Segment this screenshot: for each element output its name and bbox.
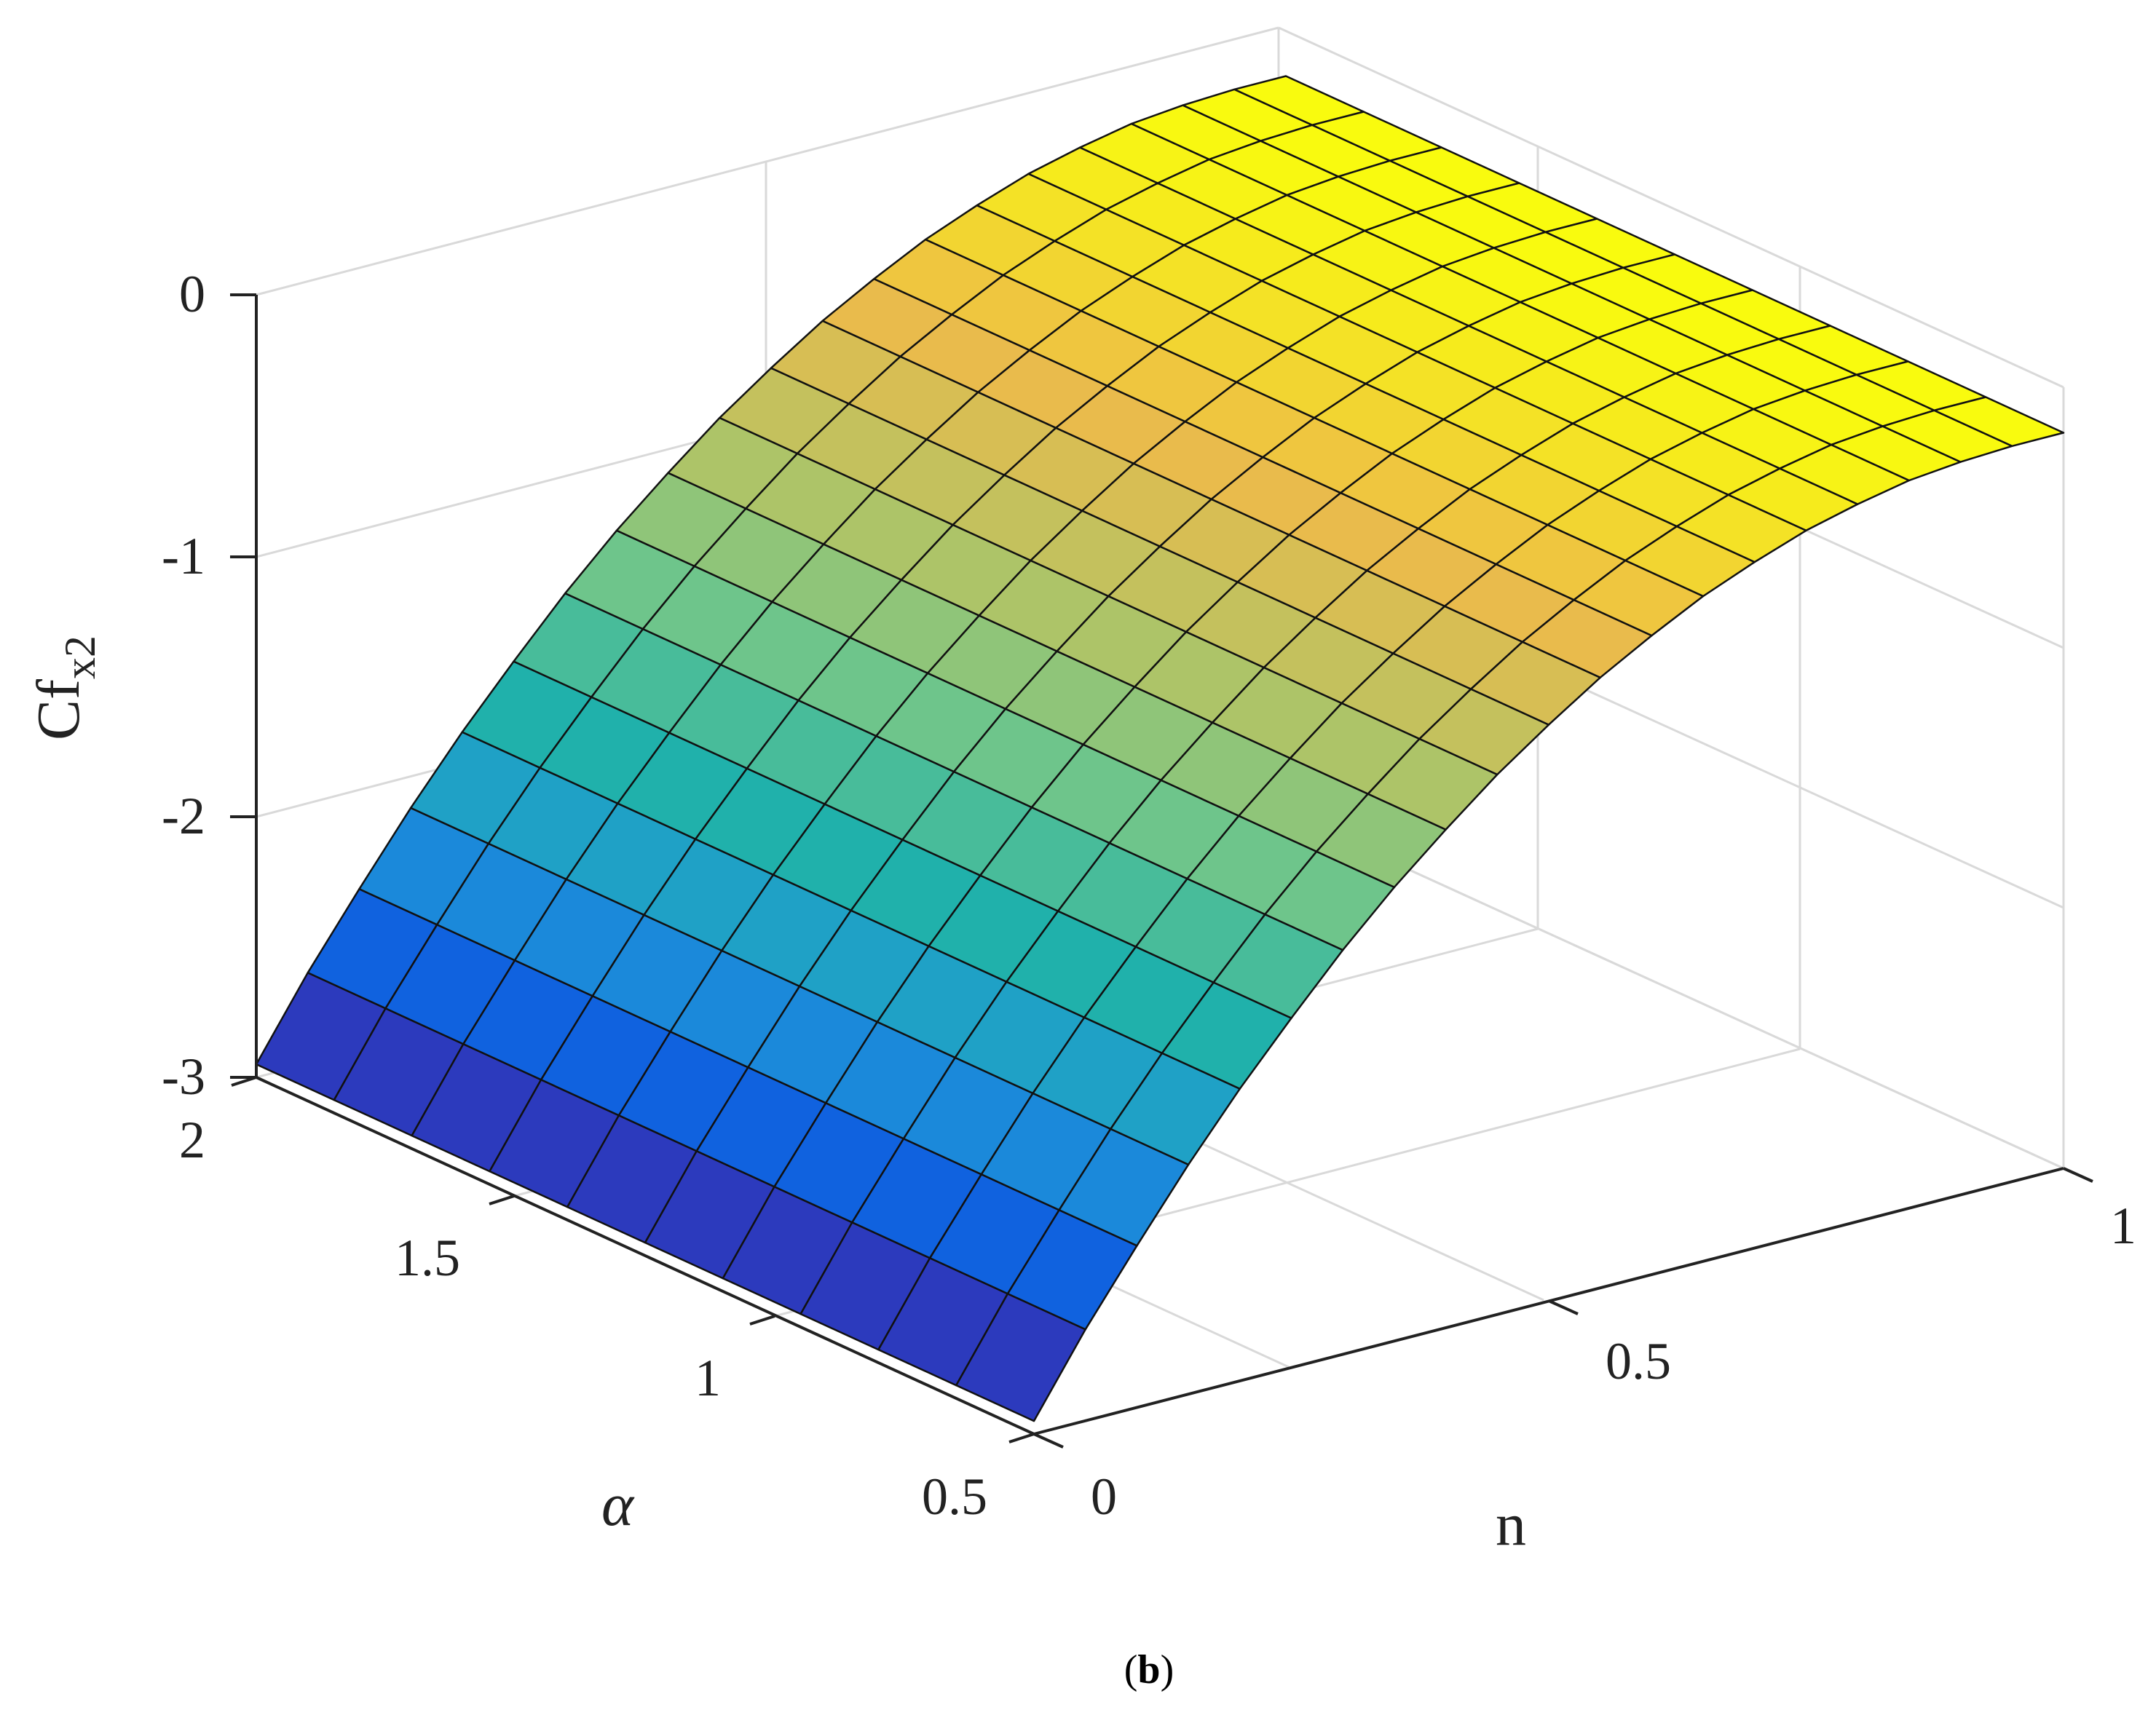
n-tick-label: 0.5 bbox=[1606, 1332, 1671, 1390]
alpha-tick-label: 0.5 bbox=[922, 1468, 987, 1526]
alpha-axis-label: α bbox=[601, 1471, 635, 1539]
figure-caption: (b) bbox=[1124, 1647, 1174, 1692]
n-axis-label: n bbox=[1496, 1491, 1526, 1558]
alpha-tick-mark bbox=[749, 1315, 775, 1326]
z-tick-label: -2 bbox=[162, 787, 205, 845]
z-tick-label: -1 bbox=[162, 527, 205, 585]
n-tick-mark bbox=[1548, 1299, 1579, 1315]
alpha-axis-line bbox=[256, 1076, 1035, 1435]
alpha-tick-mark bbox=[489, 1195, 515, 1205]
n-tick-label: 1 bbox=[2110, 1197, 2136, 1255]
z-tick-label: -3 bbox=[162, 1047, 205, 1106]
z-axis-label: Cfx2 bbox=[25, 635, 104, 740]
n-tick-mark bbox=[2063, 1167, 2093, 1183]
n-tick-mark bbox=[1033, 1433, 1064, 1449]
surface-mesh bbox=[255, 75, 2065, 1422]
axes bbox=[230, 293, 2093, 1449]
n-tick-label: 0 bbox=[1091, 1468, 1117, 1526]
alpha-tick-label: 1.5 bbox=[395, 1229, 460, 1287]
alpha-tick-mark bbox=[231, 1076, 257, 1087]
alpha-tick-label: 2 bbox=[179, 1111, 205, 1169]
grid-line bbox=[256, 26, 1279, 296]
surface-facet bbox=[1933, 396, 2065, 448]
alpha-tick-label: 1 bbox=[695, 1349, 721, 1407]
z-tick-label: 0 bbox=[179, 265, 205, 323]
grid-line bbox=[1278, 26, 2064, 389]
alpha-tick-mark bbox=[1008, 1433, 1035, 1443]
